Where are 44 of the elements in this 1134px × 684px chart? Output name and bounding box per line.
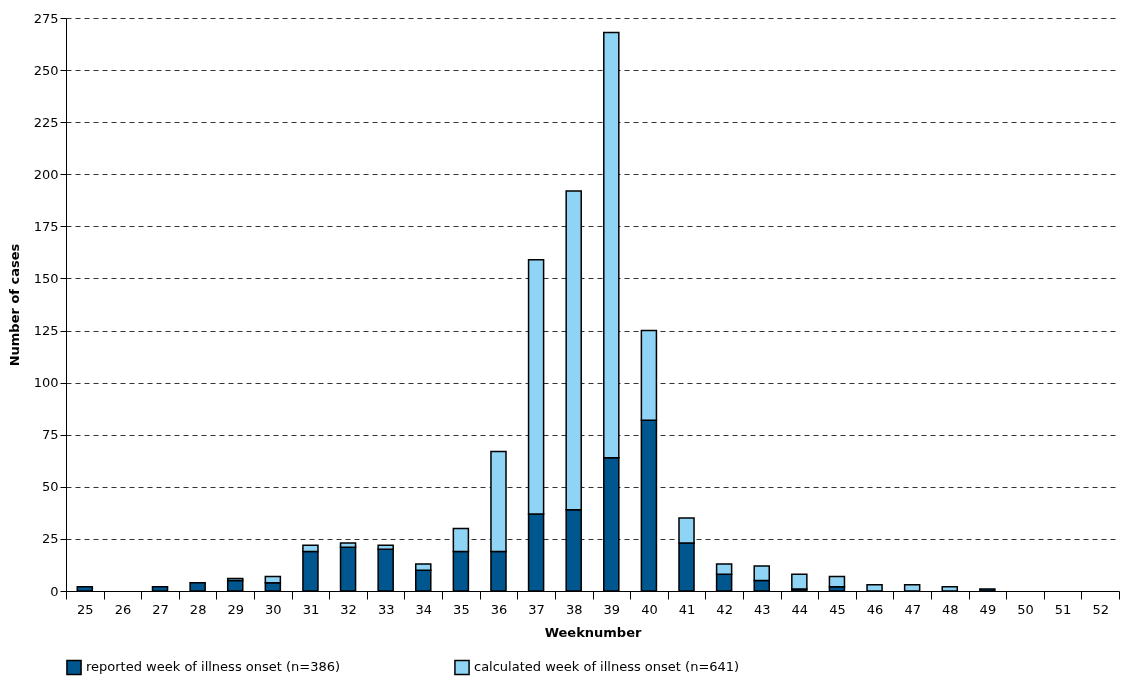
x-tick-label: 45	[829, 601, 846, 617]
x-tick-label: 33	[377, 601, 395, 617]
x-tick-label: 48	[941, 601, 959, 617]
y-tick-label: 200	[33, 166, 59, 182]
x-tick-label: 41	[678, 601, 696, 617]
y-tick-label: 125	[33, 323, 59, 339]
x-tick-label: 32	[340, 601, 357, 617]
x-tick-label: 28	[189, 601, 207, 617]
y-tick-label: 100	[33, 375, 59, 391]
y-tick-label: 25	[41, 531, 59, 547]
y-tick-label: 50	[41, 479, 59, 495]
x-tick-label: 35	[453, 601, 470, 617]
legend-label: reported week of illness onset (n=386)	[86, 659, 341, 675]
x-tick-label: 47	[904, 601, 921, 617]
y-tick-label: 0	[50, 583, 59, 599]
x-tick-label: 30	[265, 601, 282, 617]
y-tick-label: 275	[33, 10, 59, 26]
y-tick-label: 225	[33, 114, 59, 130]
x-tick-label: 27	[152, 601, 169, 617]
x-tick-label: 37	[528, 601, 545, 617]
x-tick-label: 31	[302, 601, 320, 617]
x-tick-label: 38	[565, 601, 583, 617]
x-tick-label: 25	[77, 601, 94, 617]
x-tick-label: 36	[490, 601, 508, 617]
x-tick-label: 51	[1054, 601, 1072, 617]
x-tick-label: 34	[415, 601, 433, 617]
legend-label: calculated week of illness onset (n=641)	[474, 659, 740, 675]
x-tick-label: 42	[716, 601, 733, 617]
x-tick-label: 29	[227, 601, 245, 617]
y-tick-label: 75	[41, 427, 59, 443]
x-tick-label: 43	[753, 601, 771, 617]
x-tick-label: 52	[1092, 601, 1109, 617]
y-tick-label: 175	[33, 218, 59, 234]
x-tick-label: 40	[641, 601, 658, 617]
x-axis-title: Weeknumber	[544, 624, 642, 640]
x-tick-label: 46	[866, 601, 884, 617]
y-tick-label: 150	[33, 270, 59, 286]
x-tick-label: 26	[114, 601, 132, 617]
x-tick-label: 39	[603, 601, 621, 617]
x-tick-label: 50	[1017, 601, 1034, 617]
x-tick-label: 44	[791, 601, 809, 617]
y-axis-title: Number of cases	[6, 243, 22, 367]
y-tick-label: 250	[33, 62, 59, 78]
x-tick-label: 49	[979, 601, 997, 617]
